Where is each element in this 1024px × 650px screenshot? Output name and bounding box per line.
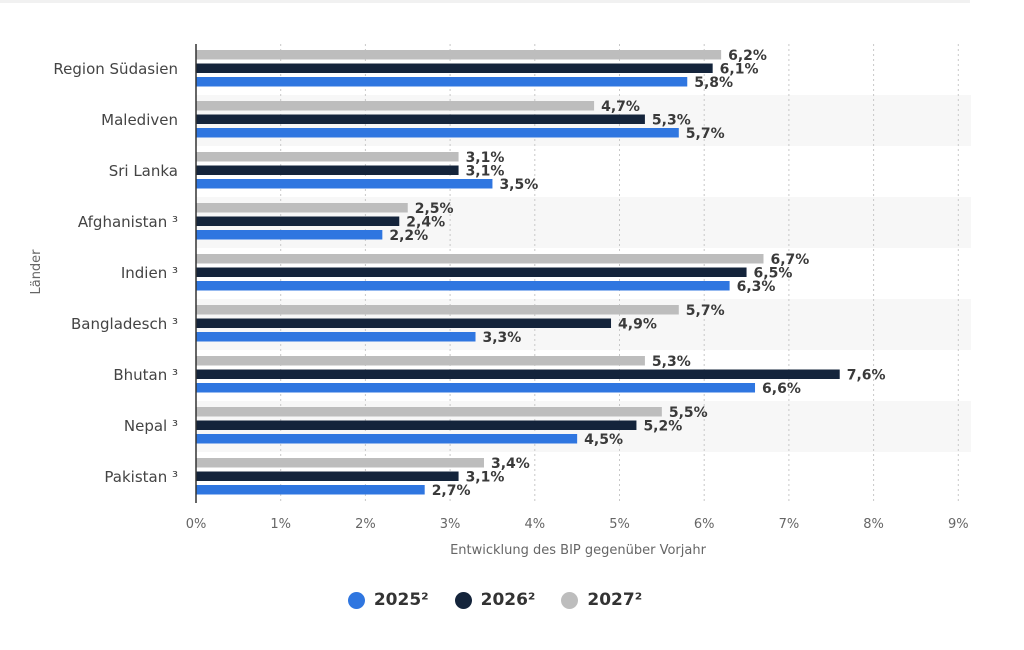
legend-label: 2027² [587,590,643,610]
bar [196,63,713,73]
value-label: 3,3% [483,330,522,346]
value-label: 5,5% [669,405,708,421]
value-label: 3,5% [499,177,538,193]
bar [196,216,400,226]
x-tick-label: 9% [948,517,969,532]
bar-chart: 6,2%6,1%5,8%4,7%5,3%5,7%3,1%3,1%3,5%2,5%… [29,44,969,558]
value-label: 5,8% [694,75,733,91]
category-label: Pakistan ³ [104,468,178,486]
y-axis-title: Länder [29,249,44,295]
bar [196,434,578,444]
value-label: 3,1% [466,163,505,179]
bar [196,318,612,328]
legend-item-2025[interactable]: 2025² [347,590,429,610]
category-label: Indien ³ [121,264,178,282]
category-labels: Region Südasien Malediven Sri Lanka Afghani… [53,60,178,486]
category-label: Bhutan ³ [113,366,178,384]
bar [196,471,459,481]
bar [196,152,459,162]
value-label: 3,4% [491,456,530,472]
bar [196,420,637,430]
value-label: 2,2% [389,228,428,244]
category-label: Nepal ³ [124,417,178,435]
value-label: 5,3% [652,354,691,370]
legend-label: 2026² [480,590,536,610]
bar [196,254,764,264]
bar [196,77,688,87]
value-label: 3,1% [466,150,505,166]
category-label: Region Südasien [53,60,178,78]
value-label: 4,7% [601,99,640,115]
bar [196,203,408,213]
value-label: 5,7% [686,126,725,142]
bars [196,50,840,495]
category-label: Malediven [101,111,178,129]
x-tick-label: 3% [440,517,461,532]
bar [196,383,756,393]
bar [196,179,493,189]
value-label: 3,1% [466,469,505,485]
category-label: Afghanistan ³ [78,213,178,231]
value-label: 5,3% [652,112,691,128]
x-tick-label: 4% [524,517,545,532]
value-label: 2,5% [415,201,454,217]
value-label: 6,7% [770,252,809,268]
bar [196,230,383,240]
x-tick-label: 7% [779,517,800,532]
bar [196,356,645,366]
value-label: 2,7% [432,483,471,499]
value-label: 6,1% [720,61,759,77]
bar [196,50,722,60]
bar [196,305,679,315]
value-labels: 6,2%6,1%5,8%4,7%5,3%5,7%3,1%3,1%3,5%2,5%… [389,48,885,499]
value-label: 6,6% [762,381,801,397]
bar [196,407,662,417]
legend-label: 2025² [373,590,429,610]
bar [196,114,645,124]
x-tick-label: 2% [355,517,376,532]
value-label: 6,2% [728,48,767,64]
x-tick-label: 6% [694,517,715,532]
legend-item-2027[interactable]: 2027² [561,590,642,610]
legend: 2025² 2026² 2027² [0,590,990,610]
category-label: Sri Lanka [109,162,178,180]
x-tick-labels: 0% 1% 2% 3% 4% 5% 6% 7% 8% 9% [186,517,969,532]
value-label: 6,3% [737,279,776,295]
bar [196,458,484,468]
legend-item-2026[interactable]: 2026² [454,590,536,610]
bar [196,485,425,495]
value-label: 6,5% [754,265,793,281]
bar [196,165,459,175]
bar [196,281,730,291]
legend-dot-icon [561,591,579,609]
value-label: 4,9% [618,316,657,332]
value-label: 7,6% [847,367,886,383]
category-label: Bangladesch ³ [71,315,178,333]
value-label: 5,7% [686,303,725,319]
x-tick-label: 8% [863,517,884,532]
top-divider [0,0,970,3]
legend-dot-icon [454,591,472,609]
x-tick-label: 0% [186,517,207,532]
bar [196,332,476,342]
bar [196,101,595,111]
x-axis-title: Entwicklung des BIP gegenüber Vorjahr [450,543,707,558]
value-label: 2,4% [406,214,445,230]
legend-dot-icon [347,591,365,609]
bar [196,128,679,138]
value-label: 5,2% [643,418,682,434]
bar [196,267,747,277]
x-tick-label: 1% [270,517,291,532]
x-tick-label: 5% [609,517,630,532]
bar [196,369,840,379]
value-label: 4,5% [584,432,623,448]
